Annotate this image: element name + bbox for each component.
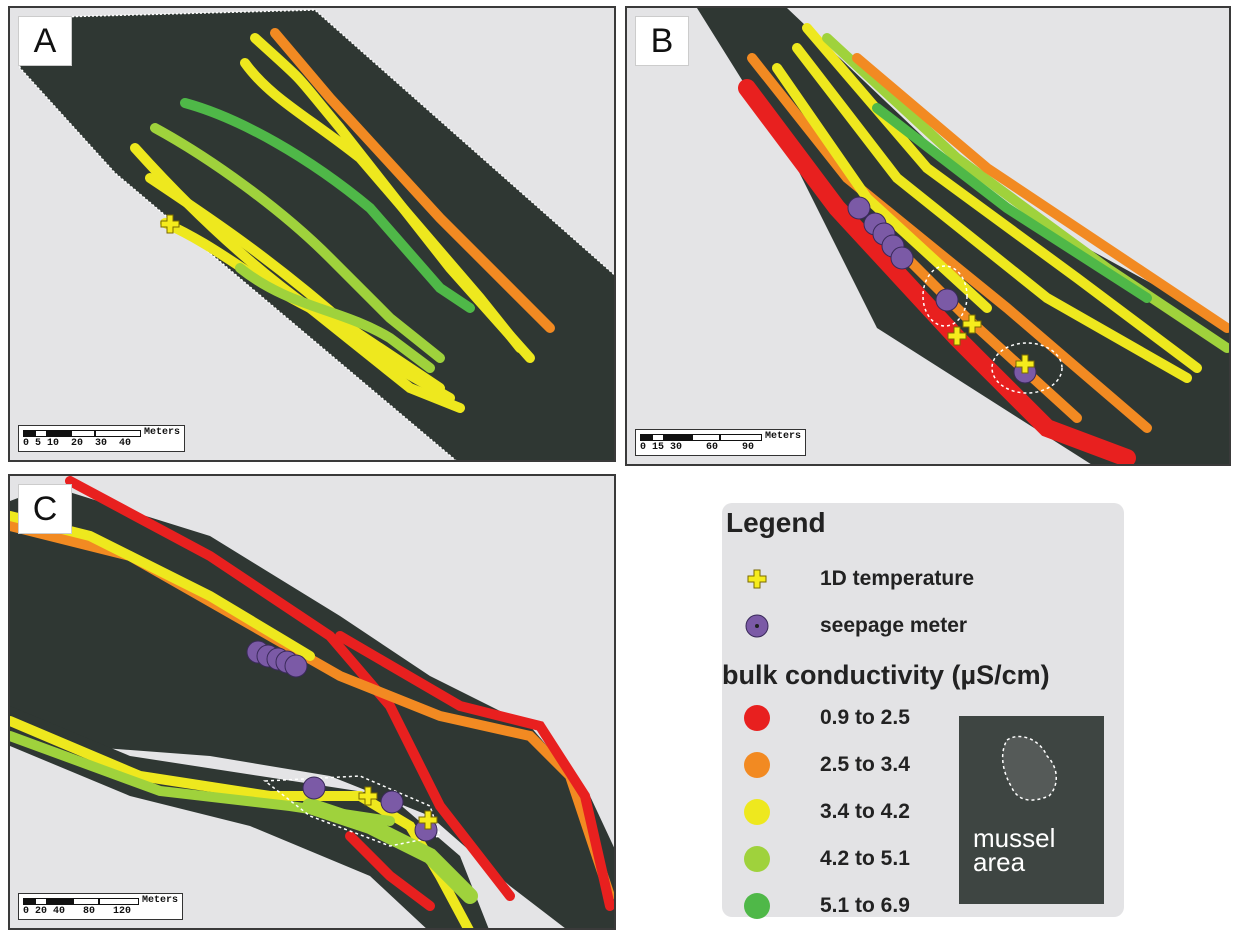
panel-label: B [635, 16, 689, 66]
survey-track [250, 33, 535, 363]
survey-track [772, 63, 992, 313]
color-dot [744, 799, 770, 825]
color-swatch [742, 750, 772, 780]
color-swatch [742, 797, 772, 827]
legend-label: 5.1 to 6.9 [820, 894, 910, 917]
legend-item-conductivity-class: 4.2 to 5.1 [742, 844, 910, 874]
river-channel [19, 9, 614, 460]
conductivity-title: bulk conductivity (µS/cm) [722, 660, 1050, 690]
legend-item-conductivity-class: 5.1 to 6.9 [742, 891, 910, 921]
map-a-canvas [19, 9, 614, 460]
scale-unit: Meters [142, 895, 179, 906]
survey-track [302, 798, 478, 904]
scale-unit: Meters [765, 431, 802, 442]
river-channel [10, 706, 489, 928]
legend-label: 4.2 to 5.1 [820, 847, 910, 870]
map-panel-a: A Meters 0 5 10 20 30 40 [8, 6, 616, 462]
survey-track [747, 53, 1152, 433]
scale-bar: Meters 0 5 10 20 30 40 [18, 425, 186, 452]
survey-track [792, 43, 1192, 383]
survey-track [335, 631, 614, 911]
color-swatch [742, 844, 772, 874]
legend-item-conductivity-class: 0.9 to 2.5 [742, 703, 910, 733]
map-panel-b: B Meters 0 15 30 60 90 [625, 6, 1231, 466]
temperature-marker [358, 786, 378, 806]
color-dot [744, 846, 770, 872]
survey-track [240, 58, 525, 353]
seepage-meter [380, 790, 404, 814]
map-c-canvas [10, 476, 614, 928]
temperature-marker [1015, 354, 1035, 374]
temperature-marker [160, 214, 180, 234]
legend-item-conductivity-class: 3.4 to 4.2 [742, 797, 910, 827]
legend-label: 3.4 to 4.2 [820, 800, 910, 823]
scale-bar: Meters 0 15 30 60 90 [635, 429, 807, 456]
legend-label: seepage meter [820, 614, 968, 637]
temperature-marker [418, 810, 438, 830]
survey-tracks [130, 28, 555, 413]
color-dot [744, 893, 770, 919]
seepage-meters [246, 640, 438, 842]
seepage-meter [847, 196, 871, 220]
seepage-meter [302, 776, 326, 800]
mussel-area-outline [922, 265, 968, 327]
survey-track [872, 103, 1152, 303]
color-swatch [742, 891, 772, 921]
survey-track [802, 23, 1202, 373]
mussel-area-outline [991, 342, 1063, 394]
survey-track [882, 233, 1082, 423]
survey-track [345, 831, 435, 911]
plus-marker-icon [742, 564, 772, 594]
mussel-area-icon [1001, 735, 1057, 801]
survey-track [180, 98, 475, 313]
seepage-meter [284, 654, 308, 678]
seepage-circle-icon [742, 611, 772, 641]
legend-label: 2.5 to 3.4 [820, 753, 910, 776]
scale-unit: Meters [144, 427, 181, 438]
map-b-canvas [697, 8, 1229, 464]
legend-label: 1D temperature [820, 567, 975, 590]
scale-ticks: 0 15 30 60 90 [640, 442, 755, 453]
mussel-area-key: mussel area [959, 716, 1104, 904]
seepage-meter [935, 288, 959, 312]
legend-item-seepage: seepage meter [742, 611, 967, 641]
legend-label: 0.9 to 2.5 [820, 706, 910, 729]
color-dot [744, 752, 770, 778]
legend-item-temperature: 1D temperature [742, 564, 974, 594]
survey-track [270, 28, 555, 333]
river-channel [10, 486, 614, 928]
legend-item-conductivity-class: 2.5 to 3.4 [742, 750, 910, 780]
color-dot [744, 705, 770, 731]
panel-label: A [18, 16, 72, 66]
scale-bar: Meters 0 20 40 80 120 [18, 893, 184, 920]
scale-ticks: 0 20 40 80 120 [23, 906, 132, 917]
seepage-meter [890, 246, 914, 270]
survey-track [235, 263, 435, 373]
survey-track [65, 476, 515, 901]
color-swatch [742, 703, 772, 733]
panel-label: C [18, 484, 72, 534]
legend-title: Legend [726, 507, 826, 538]
survey-track [822, 33, 1229, 353]
map-legend: Legend 1D temperature seepage meter bulk… [722, 503, 1124, 919]
temperature-marker [962, 314, 982, 334]
survey-track [150, 123, 445, 363]
scale-ticks: 0 5 10 20 30 40 [23, 438, 132, 449]
temperature-marker [947, 326, 967, 346]
survey-track [852, 53, 1229, 333]
mussel-label: mussel area [973, 823, 1056, 877]
map-panel-c: C Meters 0 20 40 80 120 [8, 474, 616, 930]
